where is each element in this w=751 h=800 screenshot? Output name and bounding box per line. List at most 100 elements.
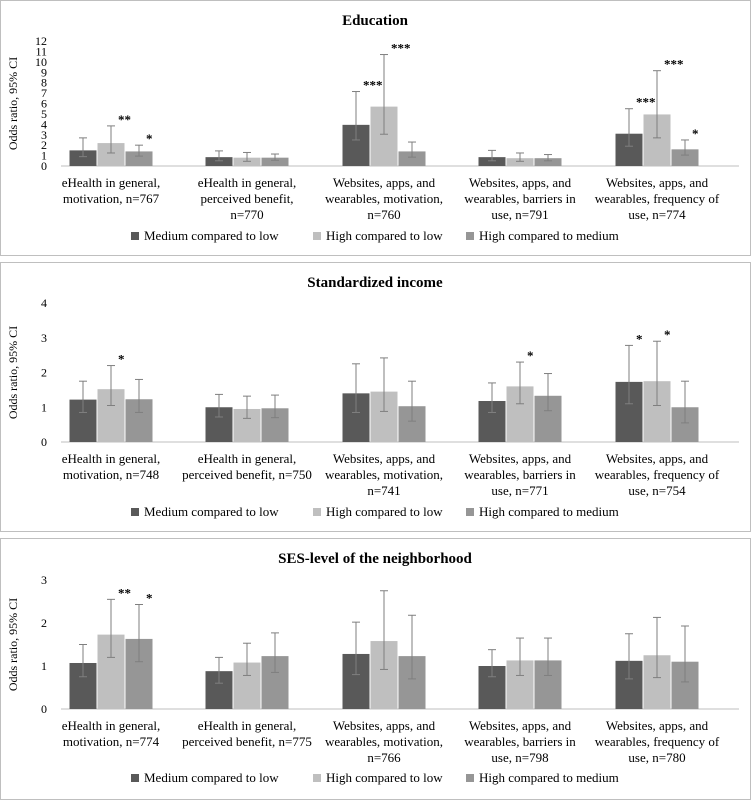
- category-label-line: eHealth in general,: [198, 718, 297, 733]
- category-label-line: eHealth in general,: [62, 175, 161, 190]
- y-tick-label: 12: [35, 34, 47, 48]
- y-tick-label: 0: [41, 435, 47, 449]
- category-label-line: eHealth in general,: [62, 718, 161, 733]
- significance-marker: ***: [636, 95, 656, 110]
- category-label: Websites, apps, and wearables, motivation…: [325, 718, 443, 765]
- category-label-line: wearables, motivation,: [325, 467, 443, 482]
- category-label-line: eHealth in general,: [62, 451, 161, 466]
- y-tick-label: 2: [41, 616, 47, 630]
- category-label-line: wearables, barriers in: [464, 734, 576, 749]
- category-label-line: use, n=798: [491, 750, 548, 765]
- y-tick-label: 7: [41, 86, 47, 100]
- category-label-line: perceived benefit, n=750: [182, 467, 312, 482]
- income-chart-panel: Standardized income Odds ratio, 95% CI 0 1 2…: [0, 262, 751, 532]
- legend-label: Medium compared to low: [144, 228, 279, 243]
- category-label-line: perceived benefit, n=775: [182, 734, 312, 749]
- category-label: Websites, apps, and wearables, frequency …: [595, 718, 720, 765]
- y-tick-label: 0: [41, 159, 47, 173]
- category-label: eHealth in general, perceived benefit, n=…: [182, 451, 312, 482]
- bar: [261, 157, 289, 166]
- chart-title: Standardized income: [307, 275, 443, 291]
- ses-chart-panel: SES-level of the neighborhood Odds ratio,…: [0, 538, 751, 800]
- category-label-line: eHealth in general,: [198, 451, 297, 466]
- y-tick-label: 2: [41, 366, 47, 380]
- legend-swatch: [466, 232, 474, 240]
- legend-swatch: [131, 232, 139, 240]
- category-label-line: wearables, motivation,: [325, 734, 443, 749]
- category-label-line: n=770: [230, 207, 263, 222]
- legend-swatch: [313, 508, 321, 516]
- significance-marker: ***: [363, 78, 383, 93]
- category-label-line: Websites, apps, and: [333, 718, 436, 733]
- bar: [478, 157, 506, 166]
- y-tick-label: 1: [41, 400, 47, 414]
- category-label: eHealth in general, motivation, n=748: [62, 451, 161, 482]
- legend-label: High compared to low: [326, 504, 443, 519]
- bar: [506, 158, 534, 166]
- y-axis-label: Odds ratio, 95% CI: [6, 57, 20, 150]
- y-tick-label: 3: [41, 128, 47, 142]
- legend-label: High compared to medium: [479, 228, 619, 243]
- category-label: Websites, apps, and wearables, motivation…: [325, 175, 443, 222]
- y-tick-label: 6: [41, 97, 47, 111]
- significance-marker: *: [636, 331, 643, 346]
- chart-title: SES-level of the neighborhood: [278, 551, 472, 567]
- legend-label: High compared to medium: [479, 770, 619, 785]
- category-label: eHealth in general, perceived benefit, n=…: [182, 718, 312, 749]
- category-label-line: perceived benefit,: [200, 191, 293, 206]
- significance-marker: **: [118, 112, 131, 127]
- category-label: Websites, apps, and wearables, barriers i…: [464, 175, 576, 222]
- legend-label: High compared to low: [326, 770, 443, 785]
- category-label: Websites, apps, and wearables, barriers i…: [464, 718, 576, 765]
- legend-label: Medium compared to low: [144, 504, 279, 519]
- category-label-line: Websites, apps, and: [469, 718, 572, 733]
- significance-marker: *: [664, 327, 671, 342]
- category-label-line: Websites, apps, and: [606, 175, 709, 190]
- category-label-line: use, n=774: [628, 207, 686, 222]
- category-label: eHealth in general, motivation, n=767: [62, 175, 161, 206]
- significance-marker: **: [118, 585, 131, 600]
- category-label-line: n=760: [367, 207, 400, 222]
- bar: [205, 157, 233, 166]
- income-chart: Standardized income Odds ratio, 95% CI 0 1 2…: [6, 275, 739, 519]
- significance-marker: ***: [391, 41, 411, 56]
- category-label: Websites, apps, and wearables, motivation…: [325, 451, 443, 498]
- category-label-line: wearables, barriers in: [464, 467, 576, 482]
- y-tick-label: 8: [41, 76, 47, 90]
- y-tick-label: 1: [41, 659, 47, 673]
- category-label-line: motivation, n=767: [63, 191, 160, 206]
- significance-marker: *: [692, 126, 699, 141]
- bar: [69, 150, 97, 166]
- bar: [398, 151, 426, 166]
- category-label-line: wearables, frequency of: [595, 191, 720, 206]
- bar: [125, 151, 153, 166]
- y-tick-label: 4: [41, 296, 47, 310]
- category-label: Websites, apps, and wearables, barriers i…: [464, 451, 576, 498]
- education-chart-panel: Education Odds ratio, 95% CI 0 1 2 3 4 5 6 7 8 9 10 1…: [0, 0, 751, 256]
- category-label: Websites, apps, and wearables, frequency …: [595, 175, 720, 222]
- category-label-line: Websites, apps, and: [469, 175, 572, 190]
- category-label-line: use, n=780: [628, 750, 685, 765]
- y-tick-label: 2: [41, 138, 47, 152]
- y-axis-label: Odds ratio, 95% CI: [6, 326, 20, 419]
- legend-label: High compared to medium: [479, 504, 619, 519]
- y-tick-label: 11: [35, 44, 47, 58]
- legend-label: Medium compared to low: [144, 770, 279, 785]
- legend-swatch: [313, 774, 321, 782]
- category-label: eHealth in general, perceived benefit, n=7…: [198, 175, 297, 222]
- category-label-line: wearables, barriers in: [464, 191, 576, 206]
- category-label: eHealth in general, motivation, n=774: [62, 718, 161, 749]
- significance-marker: *: [146, 591, 153, 606]
- category-label-line: use, n=754: [628, 483, 686, 498]
- y-tick-label: 1: [41, 149, 47, 163]
- category-label: Websites, apps, and wearables, frequency …: [595, 451, 720, 498]
- category-label-line: wearables, frequency of: [595, 734, 720, 749]
- category-label-line: Websites, apps, and: [333, 451, 436, 466]
- significance-marker: ***: [664, 57, 684, 72]
- legend-swatch: [313, 232, 321, 240]
- category-label-line: use, n=791: [491, 207, 548, 222]
- significance-marker: *: [118, 352, 125, 367]
- category-label-line: Websites, apps, and: [333, 175, 436, 190]
- chart-title: Education: [342, 13, 409, 29]
- bar: [534, 158, 562, 166]
